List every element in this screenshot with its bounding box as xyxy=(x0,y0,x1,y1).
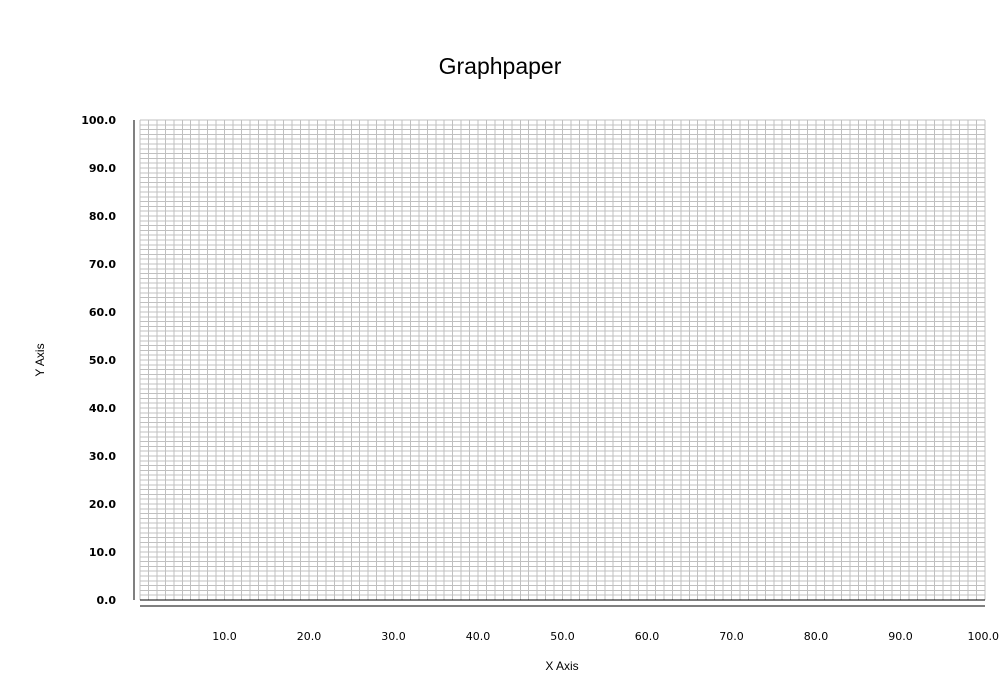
y-tick-label: 0.0 xyxy=(97,594,117,607)
y-tick-label: 40.0 xyxy=(89,402,116,415)
y-tick-label: 20.0 xyxy=(89,498,116,511)
y-tick-label: 80.0 xyxy=(89,210,116,223)
x-tick-labels: 10.0 20.0 30.0 40.0 50.0 60.0 70.0 80.0 90.0 100.… xyxy=(212,630,999,643)
y-axis-label: Y Axis xyxy=(33,343,47,376)
y-tick-label: 50.0 xyxy=(89,354,116,367)
y-tick-label: 10.0 xyxy=(89,546,116,559)
x-tick-label: 90.0 xyxy=(888,630,913,643)
x-tick-label: 30.0 xyxy=(381,630,406,643)
y-tick-label: 30.0 xyxy=(89,450,116,463)
x-tick-label: 20.0 xyxy=(297,630,322,643)
x-tick-label: 80.0 xyxy=(804,630,829,643)
y-tick-label: 100.0 xyxy=(81,114,116,127)
grid xyxy=(139,119,986,601)
x-tick-label: 70.0 xyxy=(719,630,744,643)
x-tick-label: 40.0 xyxy=(466,630,491,643)
y-tick-labels: 0.0 10.0 20.0 30.0 40.0 50.0 60.0 70.0 80.0 90.0 1… xyxy=(81,114,116,607)
x-tick-label: 60.0 xyxy=(635,630,660,643)
x-tick-label: 100.0 xyxy=(968,630,1000,643)
x-tick-label: 10.0 xyxy=(212,630,237,643)
x-axis-label: X Axis xyxy=(545,659,578,673)
chart-title: Graphpaper xyxy=(439,53,562,79)
y-tick-label: 60.0 xyxy=(89,306,116,319)
y-tick-label: 70.0 xyxy=(89,258,116,271)
y-tick-label: 90.0 xyxy=(89,162,116,175)
x-tick-label: 50.0 xyxy=(550,630,575,643)
